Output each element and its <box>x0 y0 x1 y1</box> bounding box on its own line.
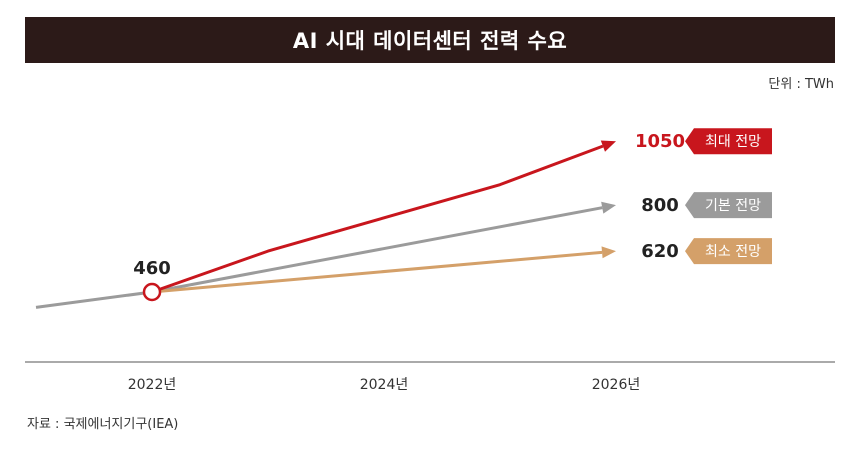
arrow-head-min <box>601 246 616 259</box>
end-value-min: 620 <box>641 241 679 262</box>
series-tag-max <box>685 128 772 155</box>
end-value-max: 1050 <box>635 131 685 152</box>
arrow-head-base <box>601 201 616 214</box>
x-tick-label: 2026년 <box>592 377 641 393</box>
series-line-max <box>151 144 604 294</box>
source-note: 자료 : 국제에너지기구(IEA) <box>27 417 179 432</box>
start-point-marker <box>142 282 162 302</box>
series-name-max: 최대 전망 <box>705 134 761 150</box>
x-tick-label: 2022년 <box>128 377 177 393</box>
x-tick-label: 2024년 <box>360 377 409 393</box>
series-name-min: 최소 전망 <box>705 244 761 260</box>
end-value-base: 800 <box>641 195 679 216</box>
series-line-base <box>35 206 603 309</box>
arrow-head-max <box>600 140 616 152</box>
start-value-label: 460 <box>133 258 171 279</box>
series-line-min <box>151 250 603 294</box>
chart-title: AI 시대 데이터센터 전력 수요 <box>25 17 835 63</box>
series-tag-min <box>685 238 772 265</box>
unit-label: 단위 : TWh <box>768 77 834 92</box>
series-name-base: 기본 전망 <box>705 198 761 214</box>
series-tag-base <box>685 192 772 219</box>
